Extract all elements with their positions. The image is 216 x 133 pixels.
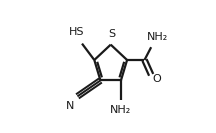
Text: S: S <box>108 29 115 39</box>
Text: HS: HS <box>69 28 84 38</box>
Text: NH₂: NH₂ <box>147 32 168 42</box>
Text: O: O <box>152 74 161 84</box>
Text: N: N <box>65 101 74 111</box>
Text: NH₂: NH₂ <box>110 105 132 115</box>
